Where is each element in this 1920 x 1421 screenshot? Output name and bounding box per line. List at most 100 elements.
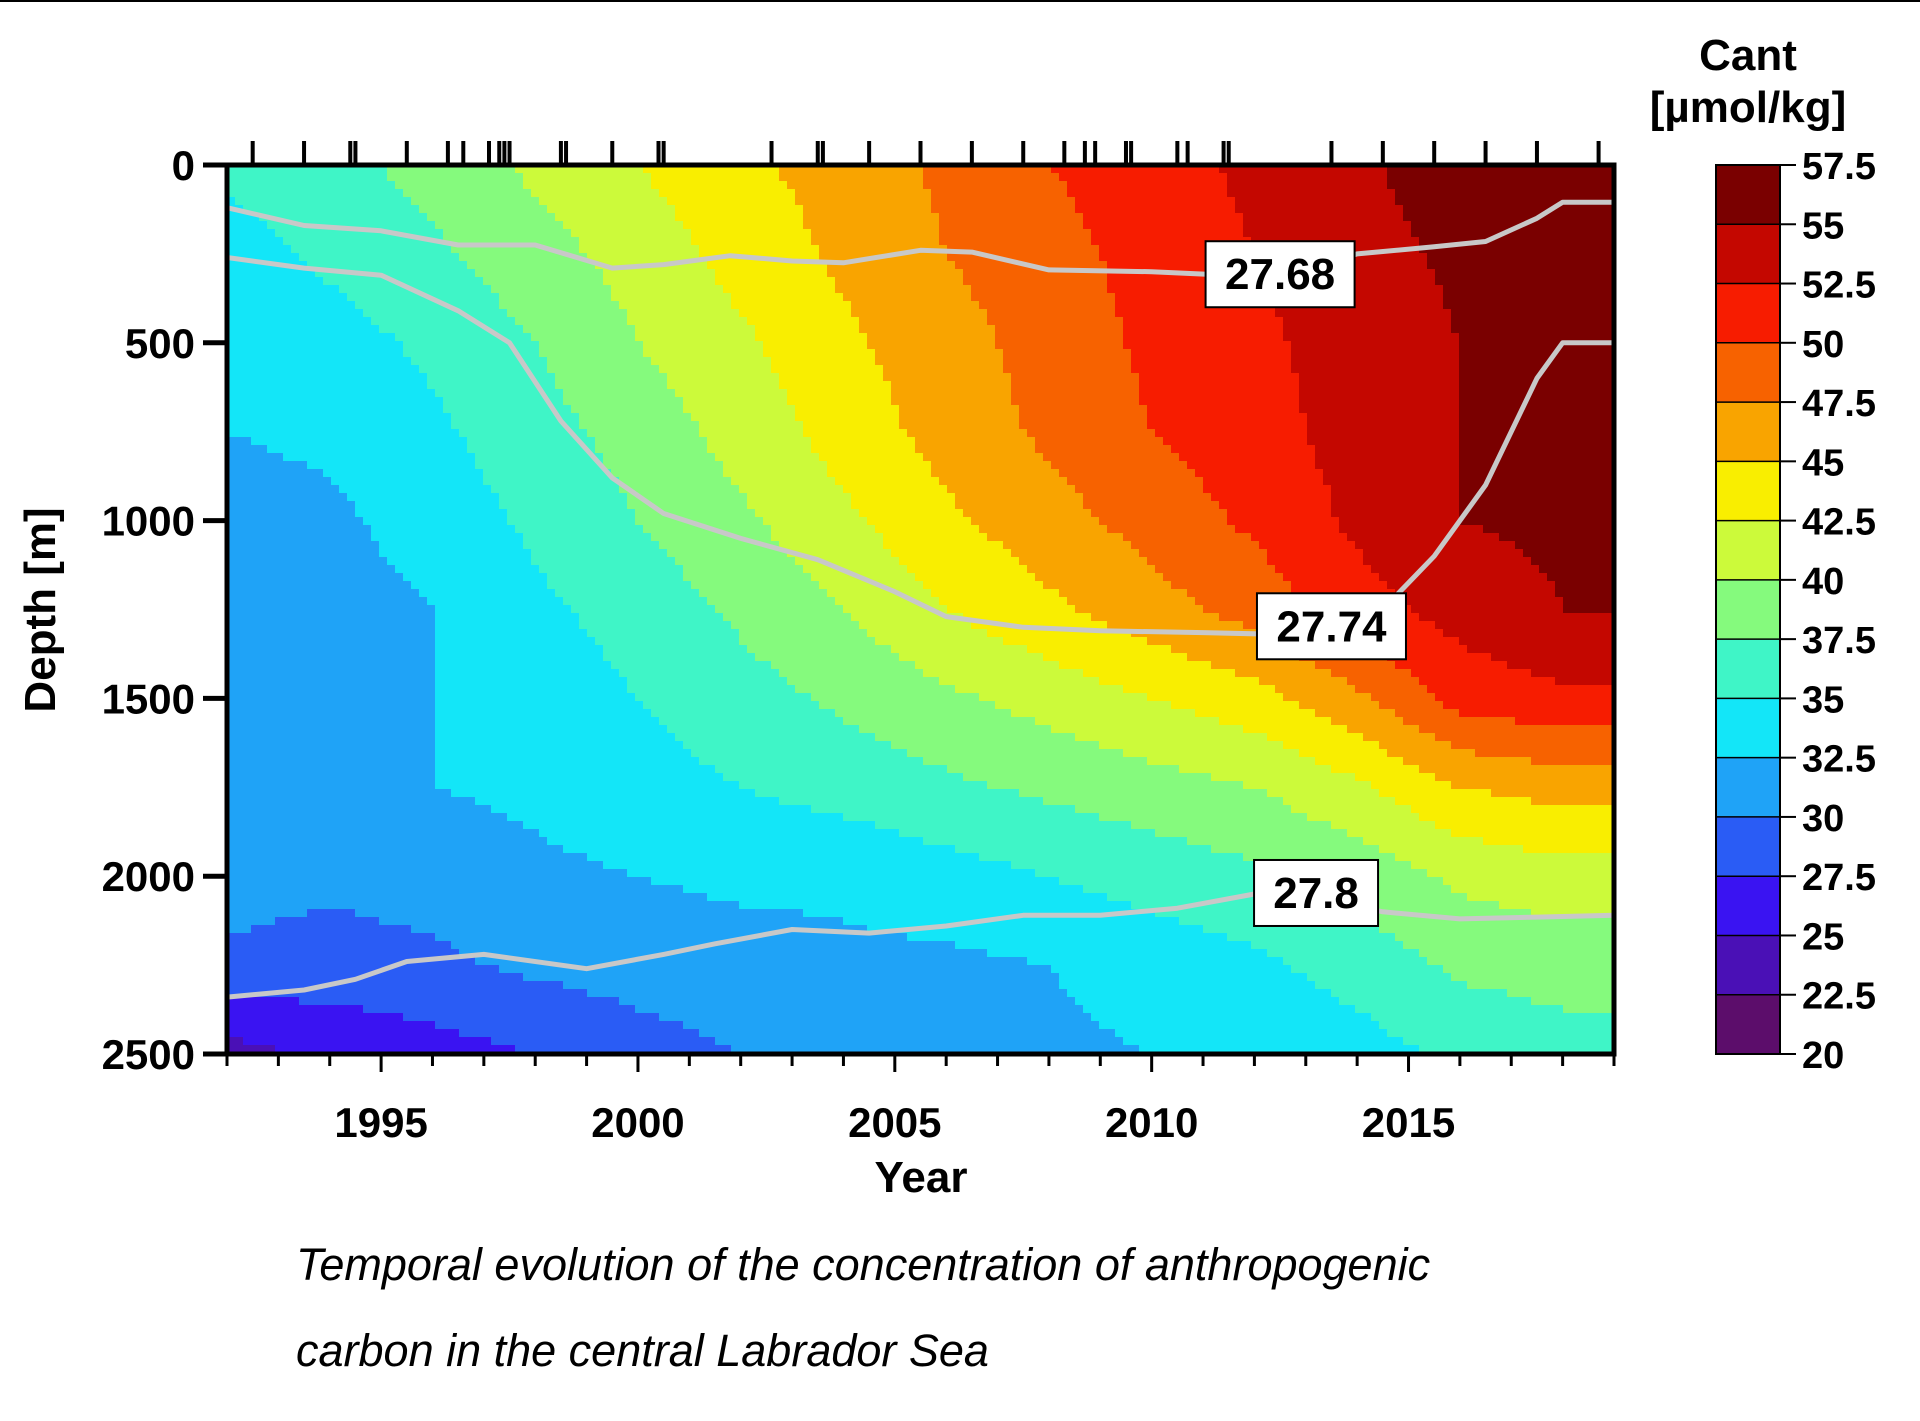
contour-cell: [491, 821, 500, 830]
contour-cell: [339, 645, 348, 654]
contour-cell: [459, 597, 468, 606]
contour-cell: [323, 941, 332, 950]
contour-cell: [531, 373, 540, 382]
contour-cell: [339, 277, 348, 286]
contour-cell: [395, 821, 404, 830]
contour-cell: [275, 957, 284, 966]
contour-cell: [323, 885, 332, 894]
contour-cell: [483, 685, 492, 694]
contour-cell: [403, 997, 412, 1006]
contour-cell: [467, 421, 476, 430]
contour-cell: [395, 573, 404, 582]
contour-cell: [579, 477, 588, 486]
contour-cell: [459, 965, 468, 974]
contour-cell: [459, 373, 468, 382]
contour-cell: [243, 821, 252, 830]
contour-cell: [355, 181, 364, 190]
contour-cell: [315, 653, 324, 662]
contour-cell: [347, 765, 356, 774]
contour-cell: [259, 453, 268, 462]
contour-cell: [467, 677, 476, 686]
contour-cell: [491, 573, 500, 582]
contour-cell: [443, 261, 452, 270]
contour-cell: [347, 749, 356, 758]
contour-cell: [443, 413, 452, 422]
contour-cell: [563, 869, 572, 878]
contour-cell: [443, 341, 452, 350]
contour-cell: [483, 309, 492, 318]
contour-cell: [555, 629, 564, 638]
contour-cell: [547, 821, 556, 830]
contour-cell: [483, 245, 492, 254]
contour-cell: [539, 357, 548, 366]
contour-cell: [419, 901, 428, 910]
contour-cell: [275, 365, 284, 374]
contour-cell: [443, 1029, 452, 1038]
contour-cell: [483, 389, 492, 398]
contour-cell: [427, 973, 436, 982]
contour-cell: [571, 237, 580, 246]
contour-cell: [251, 629, 260, 638]
contour-cell: [467, 405, 476, 414]
contour-cell: [419, 461, 428, 470]
contour-cell: [259, 461, 268, 470]
contour-cell: [531, 629, 540, 638]
contour-cell: [547, 573, 556, 582]
contour-cell: [339, 381, 348, 390]
contour-cell: [403, 893, 412, 902]
contour-cell: [491, 381, 500, 390]
contour-cell: [307, 637, 316, 646]
contour-cell: [539, 837, 548, 846]
contour-cell: [451, 349, 460, 358]
contour-cell: [259, 493, 268, 502]
contour-cell: [539, 309, 548, 318]
contour-cell: [475, 549, 484, 558]
contour-cell: [443, 717, 452, 726]
contour-cell: [419, 213, 428, 222]
contour-cell: [411, 669, 420, 678]
contour-cell: [467, 621, 476, 630]
contour-cell: [579, 661, 588, 670]
contour-cell: [235, 397, 244, 406]
contour-cell: [347, 1013, 356, 1022]
contour-cell: [571, 717, 580, 726]
contour-cell: [419, 853, 428, 862]
contour-cell: [299, 509, 308, 518]
contour-cell: [267, 533, 276, 542]
contour-cell: [443, 709, 452, 718]
contour-cell: [563, 1005, 572, 1014]
contour-cell: [379, 189, 388, 198]
contour-cell: [427, 381, 436, 390]
contour-cell: [419, 861, 428, 870]
contour-cell: [467, 757, 476, 766]
contour-cell: [411, 221, 420, 230]
contour-cell: [235, 941, 244, 950]
contour-cell: [555, 853, 564, 862]
contour-cell: [315, 901, 324, 910]
contour-cell: [307, 549, 316, 558]
contour-cell: [395, 685, 404, 694]
contour-cell: [267, 197, 276, 206]
contour-cell: [507, 829, 516, 838]
contour-cell: [403, 661, 412, 670]
contour-cell: [363, 589, 372, 598]
contour-cell: [571, 261, 580, 270]
contour-cell: [275, 869, 284, 878]
contour-cell: [411, 677, 420, 686]
contour-cell: [387, 421, 396, 430]
contour-cell: [555, 189, 564, 198]
contour-cell: [251, 1045, 260, 1054]
contour-cell: [315, 933, 324, 942]
contour-cell: [355, 877, 364, 886]
contour-cell: [371, 797, 380, 806]
contour-cell: [475, 429, 484, 438]
contour-cell: [363, 341, 372, 350]
contour-cell: [387, 653, 396, 662]
contour-cell: [283, 765, 292, 774]
contour-cell: [323, 653, 332, 662]
contour-cell: [387, 941, 396, 950]
contour-cell: [363, 325, 372, 334]
contour-cell: [243, 637, 252, 646]
contour-cell: [531, 325, 540, 334]
contour-cell: [227, 973, 236, 982]
